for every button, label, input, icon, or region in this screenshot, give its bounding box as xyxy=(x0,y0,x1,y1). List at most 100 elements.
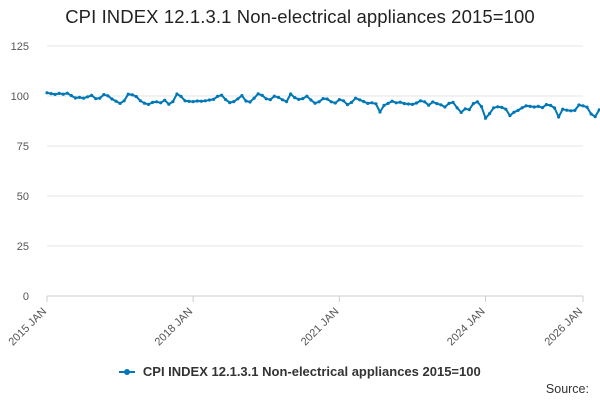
data-point xyxy=(333,101,337,105)
legend[interactable]: CPI INDEX 12.1.3.1 Non-electrical applia… xyxy=(0,364,600,379)
data-point xyxy=(309,98,313,102)
data-point xyxy=(215,94,220,98)
data-point xyxy=(90,93,94,97)
data-point xyxy=(459,110,463,114)
data-point xyxy=(439,103,443,107)
data-point xyxy=(187,99,191,103)
data-point xyxy=(520,106,524,110)
data-point xyxy=(220,93,224,97)
data-point xyxy=(126,92,130,96)
data-point xyxy=(581,104,585,108)
data-point xyxy=(77,95,82,99)
data-point xyxy=(540,106,544,110)
data-point xyxy=(142,101,147,105)
data-point xyxy=(272,94,276,98)
data-point xyxy=(268,98,272,102)
data-point xyxy=(341,99,346,103)
data-point xyxy=(378,110,382,114)
data-point xyxy=(382,103,386,107)
data-point xyxy=(492,106,496,110)
data-point xyxy=(589,112,593,116)
data-point xyxy=(232,100,236,104)
data-point xyxy=(211,97,216,101)
data-point xyxy=(488,112,492,116)
data-point xyxy=(577,103,581,107)
data-point xyxy=(557,115,561,119)
data-point xyxy=(504,107,508,111)
x-tick-label-0: 2015 JAN xyxy=(6,306,49,349)
data-point xyxy=(516,108,520,112)
data-point xyxy=(163,98,167,102)
data-point xyxy=(53,92,57,96)
data-point xyxy=(443,105,447,109)
data-point xyxy=(57,91,61,95)
data-point xyxy=(337,98,341,102)
data-point xyxy=(183,99,187,103)
data-point xyxy=(106,94,110,98)
data-point xyxy=(463,107,467,111)
data-point xyxy=(467,108,471,112)
data-point xyxy=(191,100,195,104)
data-point xyxy=(394,101,398,105)
data-point xyxy=(94,97,98,101)
data-point xyxy=(321,97,325,101)
x-tick-label-3: 2024 JAN xyxy=(445,306,488,349)
data-point xyxy=(248,100,252,104)
data-point xyxy=(203,99,207,103)
data-point xyxy=(536,104,540,108)
data-point xyxy=(325,97,329,101)
source-label: Source: xyxy=(545,382,589,396)
data-point xyxy=(532,105,536,109)
data-point xyxy=(86,95,90,99)
data-point xyxy=(81,96,86,100)
data-point xyxy=(329,100,333,104)
data-point xyxy=(130,93,134,97)
data-point xyxy=(138,99,142,103)
data-point xyxy=(406,102,410,106)
data-point xyxy=(565,108,569,112)
y-tick-label-75: 75 xyxy=(17,141,29,153)
data-point xyxy=(500,105,504,109)
x-tick-label-4: 2026 JAN xyxy=(542,306,585,349)
data-point xyxy=(479,105,484,109)
data-point xyxy=(455,106,459,110)
data-point xyxy=(276,95,281,99)
y-tick-label-25: 25 xyxy=(17,241,29,253)
data-point xyxy=(305,94,309,98)
data-point xyxy=(593,115,597,119)
data-point xyxy=(159,101,163,105)
data-point xyxy=(398,100,402,104)
data-point xyxy=(260,93,264,97)
data-point xyxy=(423,100,427,104)
data-point xyxy=(110,97,114,101)
data-point xyxy=(256,92,260,96)
data-point xyxy=(475,100,480,104)
data-point xyxy=(447,101,451,105)
data-point xyxy=(49,92,53,96)
data-point xyxy=(414,101,419,105)
data-point xyxy=(297,97,301,101)
data-point xyxy=(496,105,500,109)
data-point xyxy=(146,102,151,106)
data-point xyxy=(317,100,321,104)
data-point xyxy=(410,102,415,106)
chart-title: CPI INDEX 12.1.3.1 Non-electrical applia… xyxy=(65,6,535,27)
data-point xyxy=(301,97,305,101)
data-point xyxy=(155,100,159,104)
data-point xyxy=(370,101,374,105)
data-point xyxy=(548,103,553,107)
data-point xyxy=(483,116,488,120)
data-point xyxy=(98,96,102,100)
data-point xyxy=(252,96,256,100)
data-point xyxy=(118,101,122,105)
data-point xyxy=(134,95,138,99)
data-point xyxy=(65,91,69,95)
series-layer xyxy=(45,91,600,120)
data-point xyxy=(199,99,203,103)
x-tick-label-1: 2018 JAN xyxy=(153,306,196,349)
data-point xyxy=(228,101,232,105)
data-point xyxy=(552,106,557,110)
data-point xyxy=(573,108,577,112)
data-point xyxy=(240,94,244,98)
data-point xyxy=(289,92,293,96)
